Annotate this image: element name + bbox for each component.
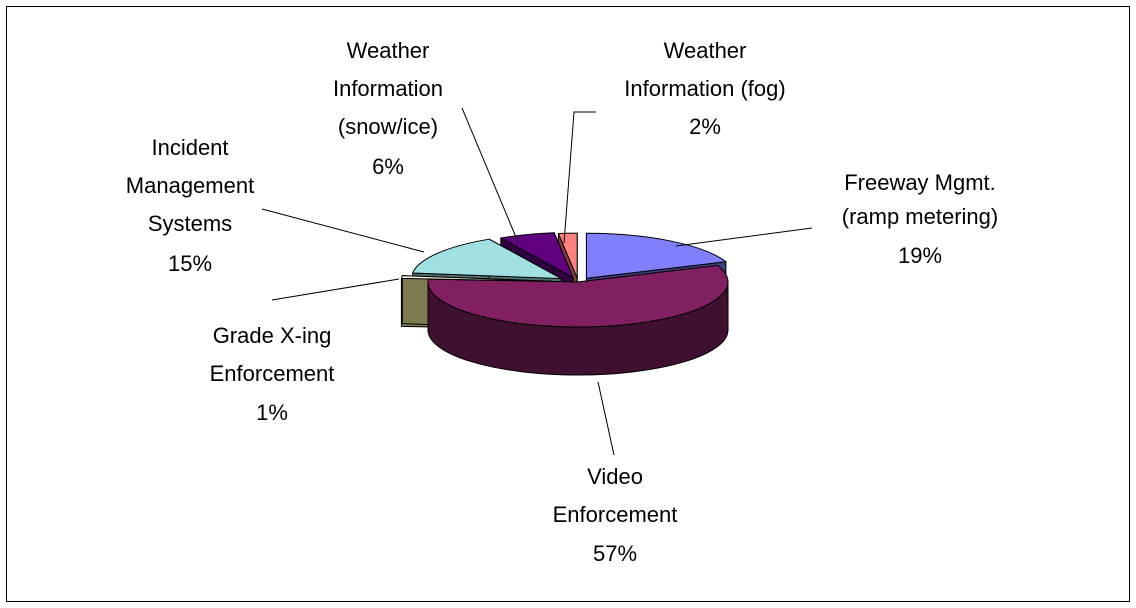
- leader-line-incident-management-systems: [261, 208, 425, 253]
- slice-label-line: Information: [333, 76, 443, 101]
- leader-line-weather-information-fog: [563, 111, 596, 244]
- slice-label-weather-fog: Weather Information (fog) 2%: [624, 38, 785, 139]
- slice-percent-label: 57%: [593, 541, 637, 566]
- slice-percent-label: 6%: [372, 154, 404, 179]
- slice-weather-information-snow-ice-top: [500, 232, 574, 278]
- slice-label-grade-xing-enforcement: Grade X-ing Enforcement 1%: [210, 323, 335, 425]
- slice-weather-information-fog-top: [557, 232, 578, 279]
- leader-line-weather-information-snow-ice: [461, 107, 519, 243]
- slice-percent-label: 2%: [689, 114, 721, 139]
- slice-label-line: Systems: [148, 211, 232, 236]
- pie-tops: [400, 232, 729, 328]
- slice-label-incident-management: Incident Management Systems 15%: [126, 135, 254, 276]
- slice-grade-x-ing-enforcement-top: [400, 275, 552, 282]
- slice-incident-management-systems-top: [412, 238, 562, 280]
- leader-lines: [261, 107, 813, 456]
- slice-label-line: Management: [126, 173, 254, 198]
- slice-label-line: Weather: [347, 38, 430, 63]
- slice-percent-label: 19%: [898, 243, 942, 268]
- slice-label-line: Incident: [151, 135, 228, 160]
- slice-label-line: Video: [587, 464, 643, 489]
- slice-label-video-enforcement: Video Enforcement 57%: [553, 464, 678, 566]
- slice-label-line: Enforcement: [210, 361, 335, 386]
- slice-freeway-mgmt-ramp-metering-top: [585, 232, 727, 279]
- slice-label-freeway-mgmt: Freeway Mgmt. (ramp metering) 19%: [842, 170, 998, 268]
- slice-label-line: (snow/ice): [338, 114, 438, 139]
- slice-label-line: Grade X-ing: [213, 323, 332, 348]
- slice-label-line: (ramp metering): [842, 204, 998, 229]
- leader-line-freeway-mgmt-ramp-metering: [675, 227, 813, 247]
- slice-label-weather-snow-ice: Weather Information (snow/ice) 6%: [333, 38, 443, 179]
- slice-percent-label: 15%: [168, 251, 212, 276]
- slice-label-line: Freeway Mgmt.: [844, 170, 996, 195]
- slice-label-line: Weather: [664, 38, 747, 63]
- leader-line-video-enforcement: [597, 381, 615, 456]
- leader-line-grade-x-ing-enforcement: [271, 278, 400, 301]
- slice-percent-label: 1%: [256, 400, 288, 425]
- slice-label-line: Information (fog): [624, 76, 785, 101]
- slice-label-line: Enforcement: [553, 502, 678, 527]
